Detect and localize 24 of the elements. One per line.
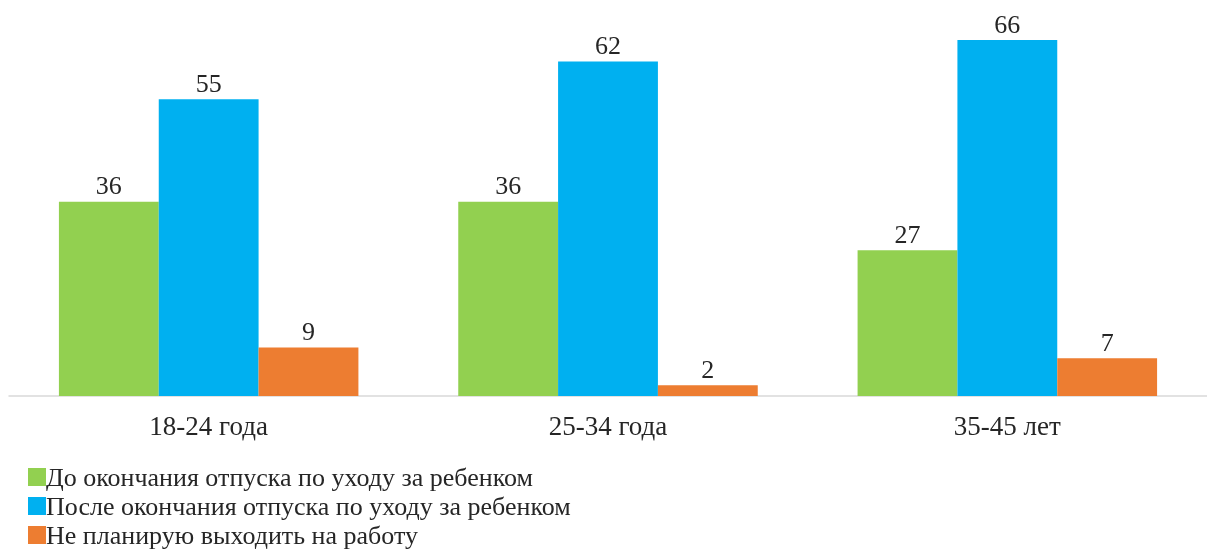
- bar: [158, 99, 259, 396]
- bar: [58, 201, 159, 396]
- data-label: 7: [1100, 327, 1114, 357]
- data-label: 36: [495, 171, 522, 201]
- bar: [258, 347, 359, 396]
- x-tick-label: 35-45 лет: [953, 410, 1062, 441]
- data-label: 27: [894, 219, 921, 249]
- data-label: 66: [994, 9, 1021, 39]
- x-tick-label: 25-34 года: [548, 410, 668, 441]
- data-label: 55: [195, 68, 222, 98]
- data-label: 9: [302, 316, 315, 346]
- bar: [458, 201, 559, 396]
- legend-label: До окончания отпуска по уходу за ребенком: [46, 462, 533, 492]
- data-label: 2: [701, 354, 715, 384]
- legend-label: После окончания отпуска по уходу за ребенком: [46, 491, 571, 521]
- data-label: 62: [595, 31, 621, 61]
- bar: [558, 61, 658, 396]
- bar: [1057, 358, 1158, 396]
- bar: [857, 250, 958, 396]
- x-tick-label: 18-24 года: [149, 410, 268, 441]
- data-label: 36: [95, 171, 122, 201]
- bar: [957, 40, 1058, 396]
- bar: [657, 385, 758, 396]
- legend-label: Не планирую выходить на работу: [46, 520, 418, 550]
